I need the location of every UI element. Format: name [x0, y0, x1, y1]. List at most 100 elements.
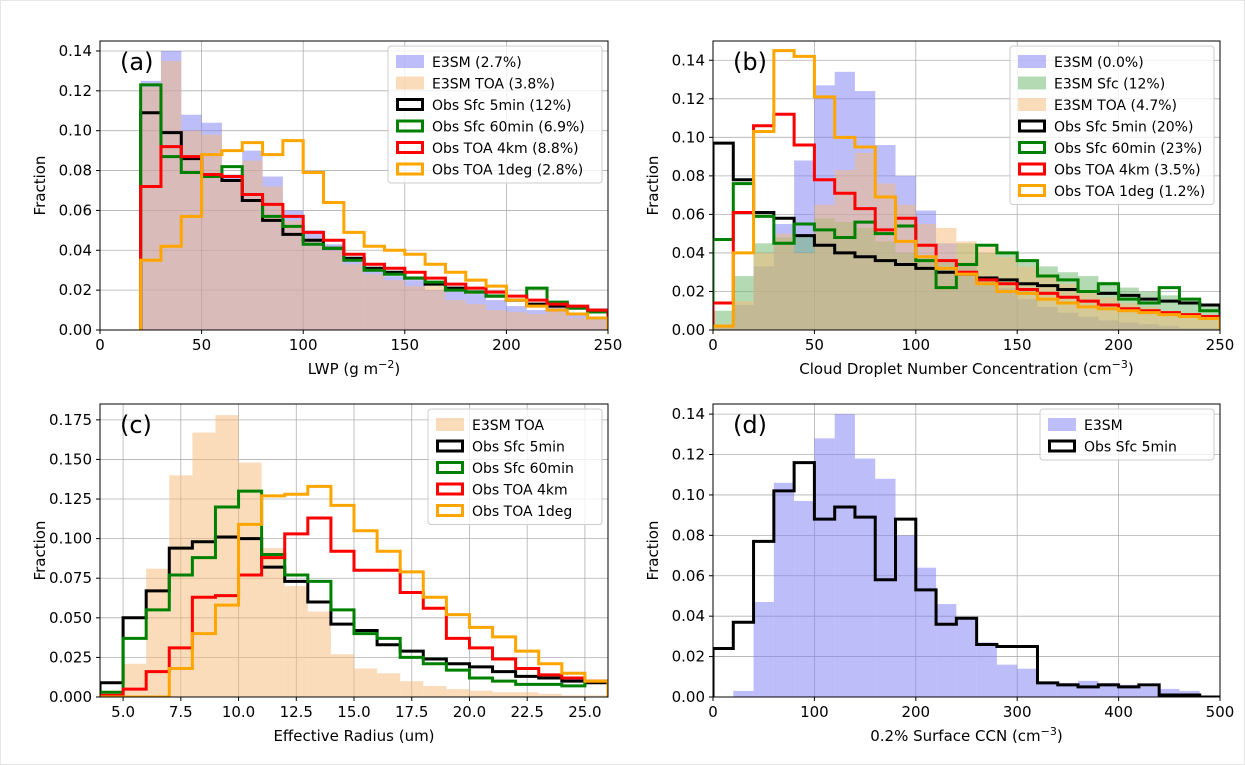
- histogram-bar: [330, 654, 354, 697]
- legend-swatch: [396, 141, 424, 154]
- x-axis-label: LWP (g m−2): [308, 358, 400, 378]
- x-tick-label: 15.0: [337, 703, 370, 721]
- y-tick-label: 0.06: [672, 205, 705, 223]
- legend-swatch: [436, 439, 464, 453]
- y-tick-label: 0.150: [49, 450, 92, 468]
- histogram-bar: [384, 280, 405, 330]
- histogram-bar: [445, 300, 466, 330]
- histogram-bar: [854, 458, 876, 697]
- histogram-bar: [773, 482, 795, 697]
- x-tick-label: 100: [800, 703, 829, 721]
- legend-swatch: [1018, 98, 1046, 111]
- axes-frame: [712, 403, 1221, 698]
- y-tick-label: 0.06: [672, 567, 705, 585]
- legend-entry: E3SM (2.7%): [432, 55, 522, 71]
- y-axis-label: Fraction: [31, 156, 49, 216]
- x-tick-label: 50: [805, 336, 824, 354]
- chart-panel-a: 0 50 100 150 200 250 0.00 0.02 0.04 0.06 0.08 0.10 0…: [31, 40, 623, 378]
- legend-swatch: [436, 418, 464, 431]
- legend-swatch: [396, 162, 424, 176]
- histogram-bar: [895, 535, 916, 697]
- histogram-bar: [377, 673, 401, 697]
- legend-swatch: [1048, 439, 1076, 453]
- histogram-bar: [561, 695, 585, 697]
- histogram-bar: [587, 320, 608, 330]
- histogram-bar: [221, 180, 243, 330]
- histogram-bar: [1078, 291, 1099, 330]
- x-tick-label: 12.5: [280, 703, 313, 721]
- histogram-bar: [506, 312, 527, 330]
- x-tick-label: 200: [1104, 336, 1133, 354]
- histogram-bar: [1037, 274, 1058, 330]
- x-tick-label: 7.5: [169, 703, 193, 721]
- histogram-bar: [773, 233, 795, 330]
- histogram-bar: [1078, 680, 1099, 697]
- histogram-bar: [976, 247, 997, 330]
- x-tick-label: 250: [1206, 336, 1235, 354]
- histogram-bar: [201, 134, 222, 330]
- legend-swatch: [1018, 76, 1046, 90]
- plot-area: [139, 50, 608, 330]
- histogram-bar: [956, 241, 977, 330]
- histogram-bar: [547, 312, 568, 330]
- histogram-bar: [323, 250, 344, 330]
- x-axis-label: Effective Radius (um): [273, 727, 434, 745]
- histogram-bar: [814, 204, 835, 330]
- histogram-bar: [307, 611, 331, 697]
- y-tick-label: 0.10: [672, 128, 705, 146]
- x-tick-label: 500: [1206, 703, 1235, 721]
- legend-entry: Obs Sfc 5min: [1084, 440, 1177, 456]
- legend: E3SM TOA Obs Sfc 5min Obs Sfc 60min Obs TOA…: [427, 408, 603, 525]
- y-tick-label: 0.06: [59, 201, 92, 219]
- histogram-bar: [469, 690, 493, 697]
- x-tick-label: 250: [594, 336, 623, 354]
- chart-panel-d: 0 100 200 300 400 500 0.00 0.02 0.04 0.06 0.08 0.10…: [644, 403, 1235, 745]
- legend: E3SM (0.0%) E3SM Sfc (12%) E3SM TOA (4.7%)…: [1009, 45, 1215, 205]
- y-tick-label: 0.100: [49, 530, 92, 548]
- histogram-bar: [1159, 688, 1180, 697]
- x-tick-label: 200: [901, 703, 930, 721]
- legend-swatch: [1018, 184, 1046, 197]
- legend-entry: E3SM TOA: [472, 418, 544, 434]
- histogram-bar: [875, 478, 896, 697]
- y-tick-label: 0.10: [59, 122, 92, 140]
- x-tick-label: 25.0: [568, 703, 601, 721]
- y-tick-label: 0.125: [49, 490, 92, 508]
- y-tick-label: 0.025: [49, 648, 92, 666]
- legend-entry: Obs TOA 4km (8.8%): [432, 141, 579, 157]
- x-tick-label: 300: [1003, 703, 1032, 721]
- x-tick-label: 0: [708, 703, 718, 721]
- legend-swatch: [1018, 162, 1046, 176]
- legend-swatch: [396, 119, 424, 133]
- legend-entry: Obs Sfc 60min (23%): [1054, 141, 1202, 157]
- legend-box: [387, 45, 603, 184]
- legend-entry: Obs Sfc 5min (20%): [1054, 120, 1193, 136]
- histogram-bar: [192, 432, 216, 697]
- histogram-bar: [794, 500, 815, 697]
- step-line-obs-toa-4km-8-8-: [139, 145, 608, 330]
- plot-area: [100, 415, 608, 697]
- histogram-bar: [242, 160, 263, 330]
- histogram-bar: [123, 663, 147, 697]
- step-line-obs-sfc-60min-23-: [713, 182, 1220, 330]
- step-line-obs-toa-1deg-2-8-: [139, 139, 608, 330]
- y-tick-label: 0.14: [672, 51, 705, 69]
- legend-entry: E3SM (0.0%): [1054, 55, 1144, 71]
- histogram-bar: [834, 414, 855, 697]
- histogram-bar: [1017, 668, 1038, 697]
- legend-box: [1039, 408, 1215, 461]
- histogram-bar: [1138, 686, 1160, 697]
- histogram-bar: [1057, 682, 1079, 697]
- axes-frame: [99, 40, 609, 331]
- legend-box: [427, 408, 603, 525]
- histogram-bar: [261, 548, 285, 697]
- legend-swatch: [1018, 141, 1046, 154]
- histogram-bar: [284, 586, 308, 697]
- y-tick-label: 0.00: [672, 321, 705, 339]
- histogram-bar: [423, 685, 447, 697]
- histogram-bar: [996, 664, 1018, 697]
- histogram-bar: [169, 475, 193, 697]
- histogram-bar: [262, 186, 283, 330]
- y-tick-label: 0.175: [49, 411, 92, 429]
- y-tick-label: 0.050: [49, 609, 92, 627]
